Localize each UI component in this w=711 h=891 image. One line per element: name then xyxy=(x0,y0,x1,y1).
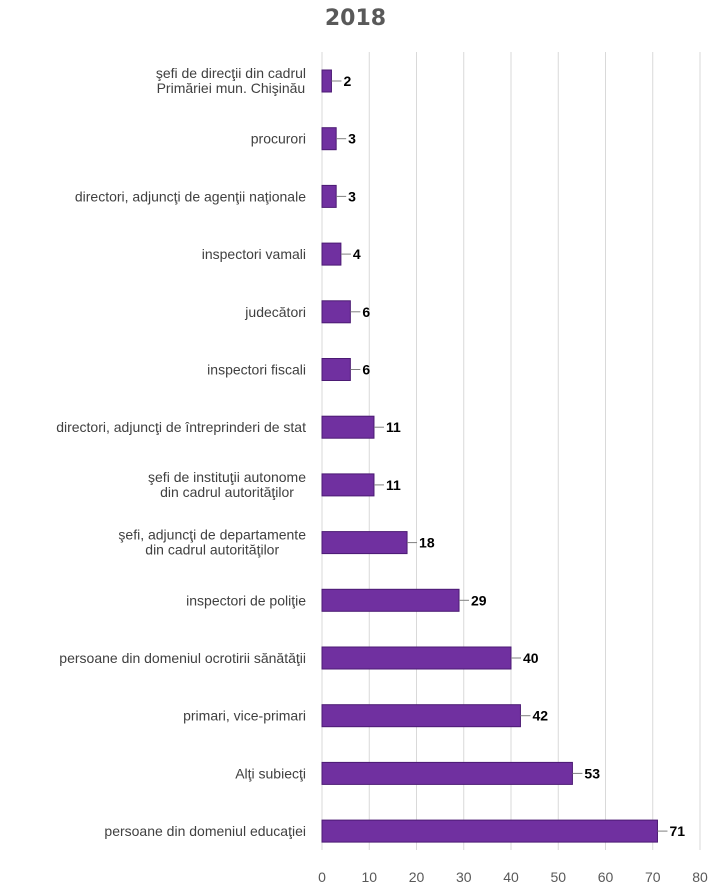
x-tick-label: 20 xyxy=(409,869,425,885)
category-label: procurori xyxy=(251,131,306,147)
category-label: inspectori vamali xyxy=(202,246,306,262)
data-label: 6 xyxy=(362,362,370,378)
category-label: Alţi subiecţi xyxy=(235,765,306,781)
category-label: persoane din domeniul ocrotirii sănătăţi… xyxy=(59,650,306,666)
data-label: 53 xyxy=(584,765,600,781)
category-label-line: şefi, adjuncţi de departamente xyxy=(118,527,306,543)
data-label: 40 xyxy=(523,650,539,666)
category-label-line: şefi de direcţii din cadrul xyxy=(156,65,306,81)
category-label-line: din cadrul autorităţilor xyxy=(160,484,294,500)
bar xyxy=(321,242,342,266)
data-label: 18 xyxy=(419,535,435,551)
category-label: directori, adjuncţi de întreprinderi de … xyxy=(56,419,306,435)
data-label: 3 xyxy=(348,188,356,204)
bar xyxy=(321,69,332,93)
bar xyxy=(321,184,337,208)
chart-title: 2018 xyxy=(324,6,387,31)
category-label: şefi de instituţii autonome din cadrul au… xyxy=(148,469,306,500)
category-label: şefi, adjuncţi de departamente din cadrul… xyxy=(118,527,306,558)
category-label-line: şefi de instituţii autonome xyxy=(148,469,306,485)
x-tick-label: 10 xyxy=(361,869,377,885)
bar xyxy=(321,473,375,497)
bar xyxy=(321,819,658,843)
x-tick-label: 0 xyxy=(318,869,326,885)
category-label: inspectori fiscali xyxy=(207,362,306,378)
data-label: 71 xyxy=(669,823,685,839)
bar xyxy=(321,704,521,728)
data-label: 3 xyxy=(348,131,356,147)
x-tick-label: 30 xyxy=(456,869,472,885)
data-label: 29 xyxy=(471,592,487,608)
bar xyxy=(321,358,351,381)
data-label: 6 xyxy=(362,304,370,320)
bar xyxy=(321,761,573,785)
data-label: 42 xyxy=(532,708,548,724)
category-label: şefi de direcţii din cadrul Primăriei mun… xyxy=(156,65,306,96)
category-label: persoane din domeniul educaţiei xyxy=(104,823,306,839)
x-tick-label: 60 xyxy=(598,869,614,885)
x-tick-label: 40 xyxy=(503,869,519,885)
data-label: 11 xyxy=(386,477,401,493)
bar xyxy=(321,415,375,439)
category-label-line: Primăriei mun. Chişinău xyxy=(157,80,306,96)
data-label: 4 xyxy=(353,246,361,262)
category-label: judecători xyxy=(244,304,306,320)
bar xyxy=(321,646,512,670)
bar xyxy=(321,588,460,612)
category-label-line: din cadrul autorităţilor xyxy=(145,542,279,558)
bar xyxy=(321,300,351,324)
data-label: 11 xyxy=(386,419,401,435)
category-label: primari, vice-primari xyxy=(183,708,306,724)
x-tick-label: 50 xyxy=(550,869,566,885)
bar xyxy=(321,531,408,555)
category-label: inspectori de poliţie xyxy=(186,592,306,608)
bar xyxy=(321,127,337,151)
category-label: directori, adjuncţi de agenţii naţionale xyxy=(75,188,306,204)
x-tick-label: 80 xyxy=(692,869,708,885)
data-label: 2 xyxy=(343,73,351,89)
x-tick-label: 70 xyxy=(645,869,661,885)
